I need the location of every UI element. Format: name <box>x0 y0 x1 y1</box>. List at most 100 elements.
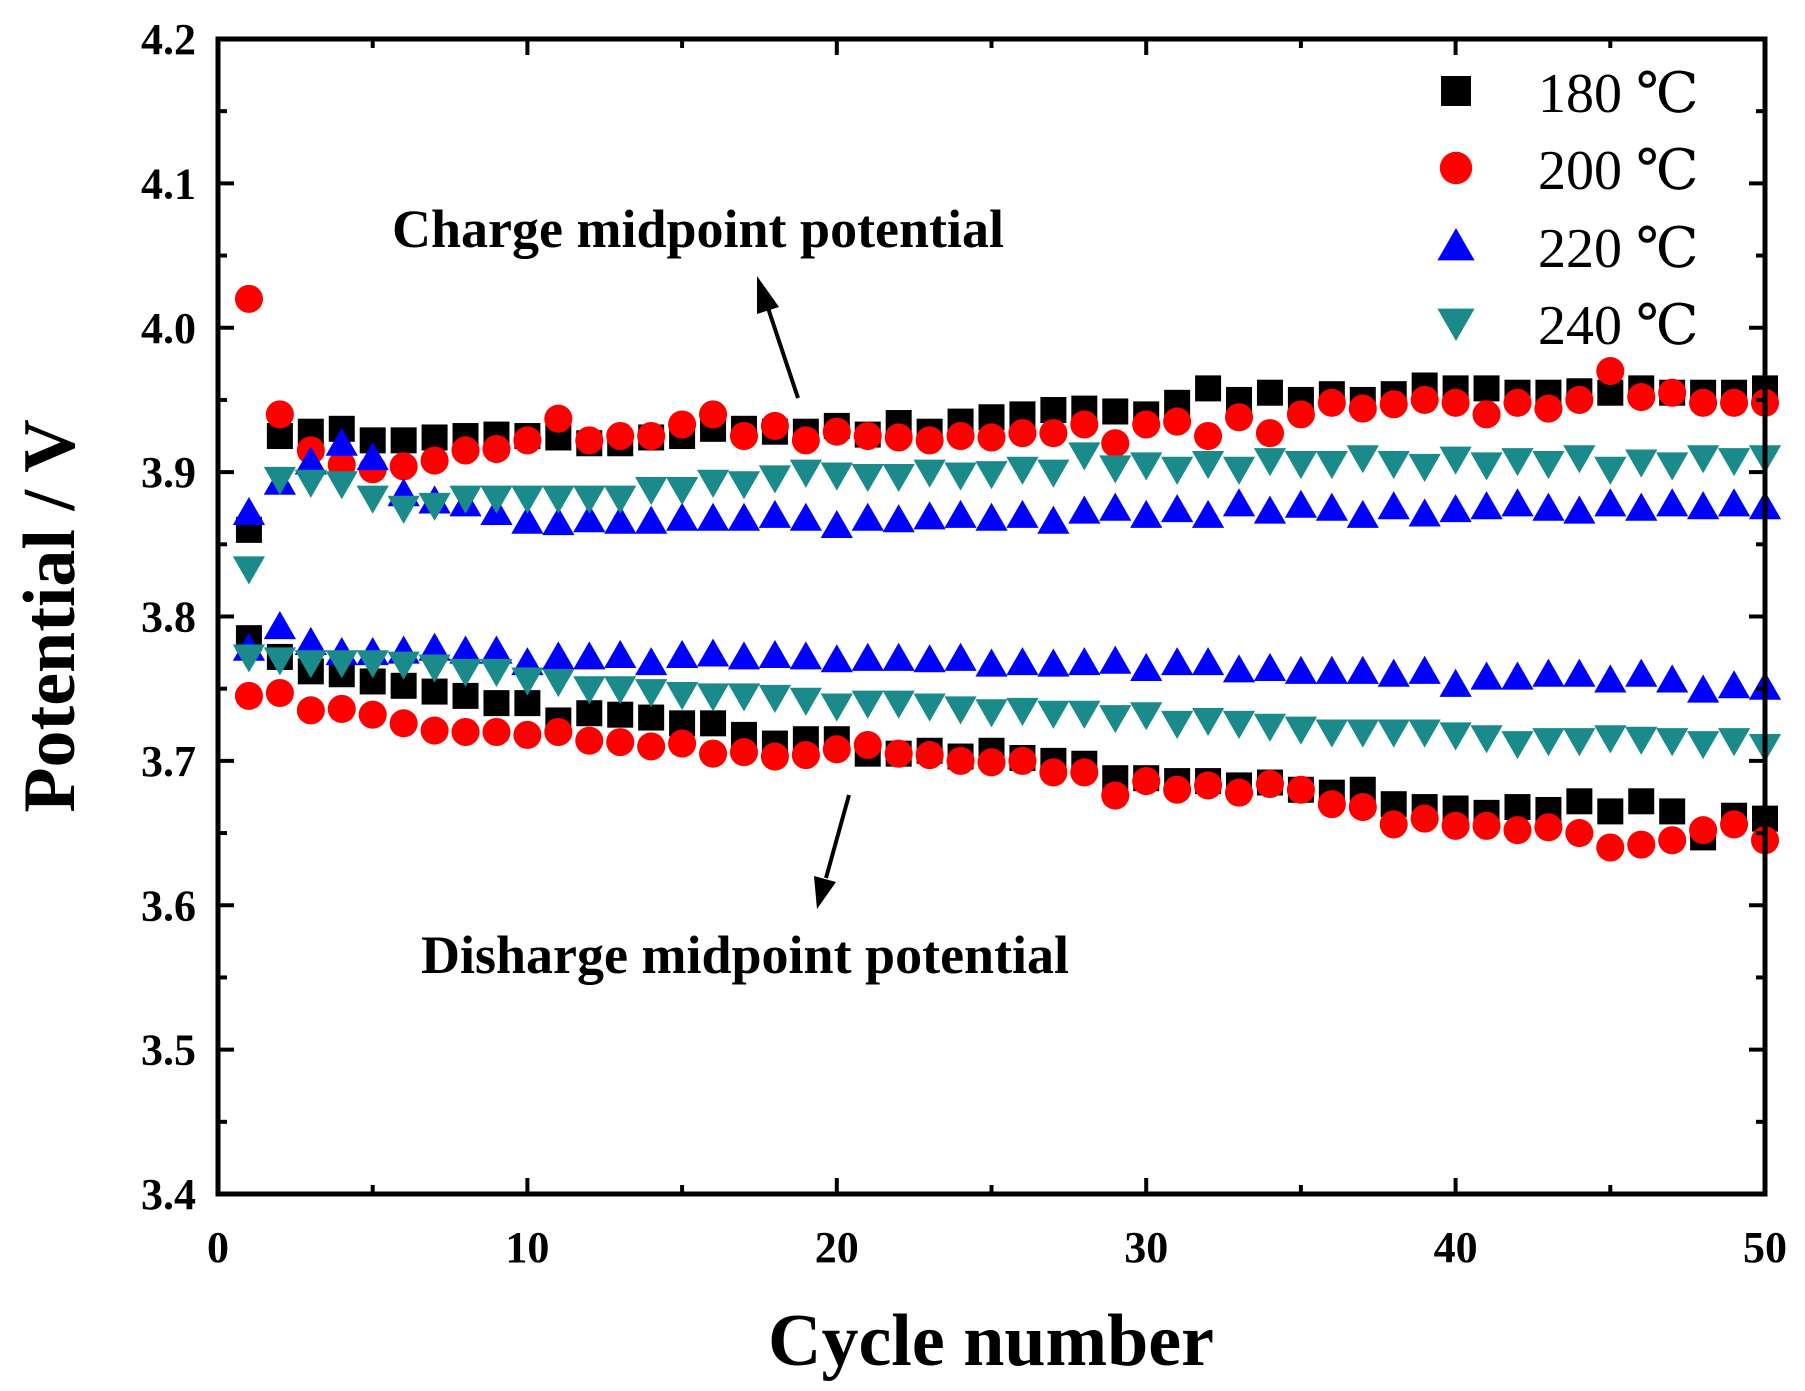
discharge-point-200c-cycle-17 <box>729 738 759 767</box>
charge-point-240c-cycle-27 <box>1037 459 1070 488</box>
discharge-point-220c-cycle-30 <box>1130 652 1163 681</box>
discharge-point-240c-cycle-40 <box>1439 722 1472 751</box>
legend-marker-240c <box>1437 308 1475 341</box>
discharge-point-180c-cycle-45 <box>1597 798 1624 825</box>
charge-point-200c-cycle-20 <box>822 417 851 446</box>
charge-point-220c-cycle-14 <box>635 505 668 534</box>
charge-point-240c-cycle-10 <box>511 485 544 514</box>
charge-point-240c-cycle-15 <box>665 476 699 506</box>
discharge-point-240c-cycle-43 <box>1532 728 1565 757</box>
discharge-point-200c-cycle-30 <box>1132 767 1161 796</box>
charge-point-240c-cycle-31 <box>1161 456 1194 485</box>
charge-point-240c-cycle-21 <box>851 463 884 493</box>
y-tick-label: 4.0 <box>141 304 196 353</box>
charge-point-200c-cycle-31 <box>1163 407 1192 436</box>
y-tick-label: 3.4 <box>141 1170 196 1219</box>
discharge-point-200c-cycle-43 <box>1534 813 1563 842</box>
charge-point-220c-cycle-42 <box>1501 488 1534 517</box>
discharge-point-240c-cycle-16 <box>696 683 730 712</box>
discharge-point-240c-cycle-26 <box>1006 697 1039 726</box>
x-tick-label: 10 <box>505 1223 549 1272</box>
charge-point-220c-cycle-38 <box>1377 491 1410 520</box>
discharge-point-240c-cycle-18 <box>758 684 792 713</box>
discharge-point-240c-cycle-42 <box>1501 731 1534 760</box>
discharge-point-220c-cycle-46 <box>1625 658 1658 687</box>
charge-point-220c-cycle-28 <box>1068 495 1101 524</box>
charge-point-220c-cycle-26 <box>1006 499 1039 528</box>
discharge-point-200c-cycle-21 <box>853 730 882 760</box>
charge-point-240c-cycle-38 <box>1377 450 1410 480</box>
discharge-point-200c-cycle-27 <box>1039 758 1068 787</box>
discharge-point-200c-cycle-23 <box>915 741 944 770</box>
charge-point-200c-cycle-30 <box>1132 410 1161 439</box>
discharge-point-240c-cycle-30 <box>1130 702 1163 731</box>
discharge-point-240c-cycle-45 <box>1594 725 1627 754</box>
y-tick-label: 3.9 <box>141 448 196 497</box>
discharge-point-200c-cycle-5 <box>358 700 387 729</box>
plot-marks <box>232 284 1782 862</box>
x-tick-label: 50 <box>1743 1223 1787 1272</box>
discharge-point-220c-cycle-24 <box>944 642 977 671</box>
discharge-point-220c-cycle-7 <box>418 632 451 661</box>
charge-point-240c-cycle-25 <box>975 461 1008 490</box>
charge-point-200c-cycle-36 <box>1317 388 1346 417</box>
discharge-point-220c-cycle-40 <box>1439 668 1472 697</box>
charge-point-220c-cycle-29 <box>1099 492 1132 521</box>
charge-point-220c-cycle-20 <box>820 509 853 539</box>
charge-point-240c-cycle-2 <box>263 466 296 495</box>
y-tick-label: 3.8 <box>141 593 196 642</box>
discharge-point-180c-cycle-44 <box>1566 788 1593 815</box>
charge-point-240c-cycle-7 <box>418 492 451 521</box>
discharge-point-200c-cycle-10 <box>513 720 542 749</box>
discharge-arrow <box>814 794 851 909</box>
discharge-point-240c-cycle-15 <box>665 681 699 711</box>
legend-item-240c: 240 ℃ <box>1437 295 1699 357</box>
charge-point-220c-cycle-12 <box>573 504 606 533</box>
discharge-point-200c-cycle-18 <box>760 742 789 771</box>
charge-point-220c-cycle-32 <box>1191 499 1225 528</box>
charge-point-240c-cycle-28 <box>1068 442 1101 471</box>
charge-point-220c-cycle-35 <box>1284 489 1318 518</box>
y-tick-label: 4.2 <box>141 15 196 64</box>
discharge-point-220c-cycle-48 <box>1687 674 1720 703</box>
discharge-point-200c-cycle-11 <box>544 717 573 747</box>
charge-point-200c-cycle-28 <box>1070 410 1099 439</box>
charge-point-240c-cycle-29 <box>1099 455 1132 484</box>
charge-point-240c-cycle-12 <box>573 485 606 514</box>
discharge-point-200c-cycle-32 <box>1194 771 1223 800</box>
charge-point-180c-cycle-6 <box>390 427 417 454</box>
charge-point-200c-cycle-7 <box>420 446 449 475</box>
charge-point-240c-cycle-19 <box>789 459 822 488</box>
discharge-point-200c-cycle-13 <box>606 728 635 757</box>
discharge-point-240c-cycle-23 <box>913 693 946 722</box>
discharge-point-200c-cycle-47 <box>1658 826 1687 855</box>
charge-point-200c-cycle-10 <box>513 426 542 455</box>
legend-marker-180c <box>1441 76 1471 106</box>
discharge-point-220c-cycle-18 <box>758 639 792 668</box>
discharge-point-200c-cycle-48 <box>1689 816 1718 845</box>
charge-point-200c-cycle-37 <box>1348 394 1377 423</box>
charge-point-240c-cycle-17 <box>727 471 761 500</box>
legend: 180 ℃ 200 ℃ 220 ℃ 240 ℃ <box>1437 63 1699 357</box>
charge-point-240c-cycle-3 <box>294 469 327 498</box>
charge-point-220c-cycle-13 <box>604 505 637 534</box>
charge-point-240c-cycle-24 <box>944 462 977 491</box>
charge-point-240c-cycle-18 <box>758 465 792 494</box>
discharge-point-180c-cycle-8 <box>452 682 479 709</box>
axis-ticks <box>216 37 1767 1196</box>
charge-point-220c-cycle-23 <box>913 501 946 530</box>
charge-point-200c-cycle-39 <box>1410 385 1439 414</box>
charge-point-240c-cycle-32 <box>1191 450 1225 480</box>
charge-point-240c-cycle-9 <box>480 485 513 514</box>
discharge-point-200c-cycle-4 <box>327 694 356 723</box>
charge-point-220c-cycle-43 <box>1532 492 1565 521</box>
discharge-point-240c-cycle-47 <box>1656 728 1689 757</box>
charge-point-200c-cycle-26 <box>1008 419 1037 448</box>
charge-point-220c-cycle-41 <box>1470 491 1503 520</box>
charge-point-200c-cycle-43 <box>1534 394 1563 423</box>
y-tick-label: 3.5 <box>141 1026 196 1075</box>
discharge-point-220c-cycle-47 <box>1656 664 1689 693</box>
discharge-point-240c-cycle-21 <box>851 690 884 719</box>
discharge-point-220c-cycle-16 <box>696 638 730 667</box>
charge-point-220c-cycle-24 <box>944 499 977 528</box>
